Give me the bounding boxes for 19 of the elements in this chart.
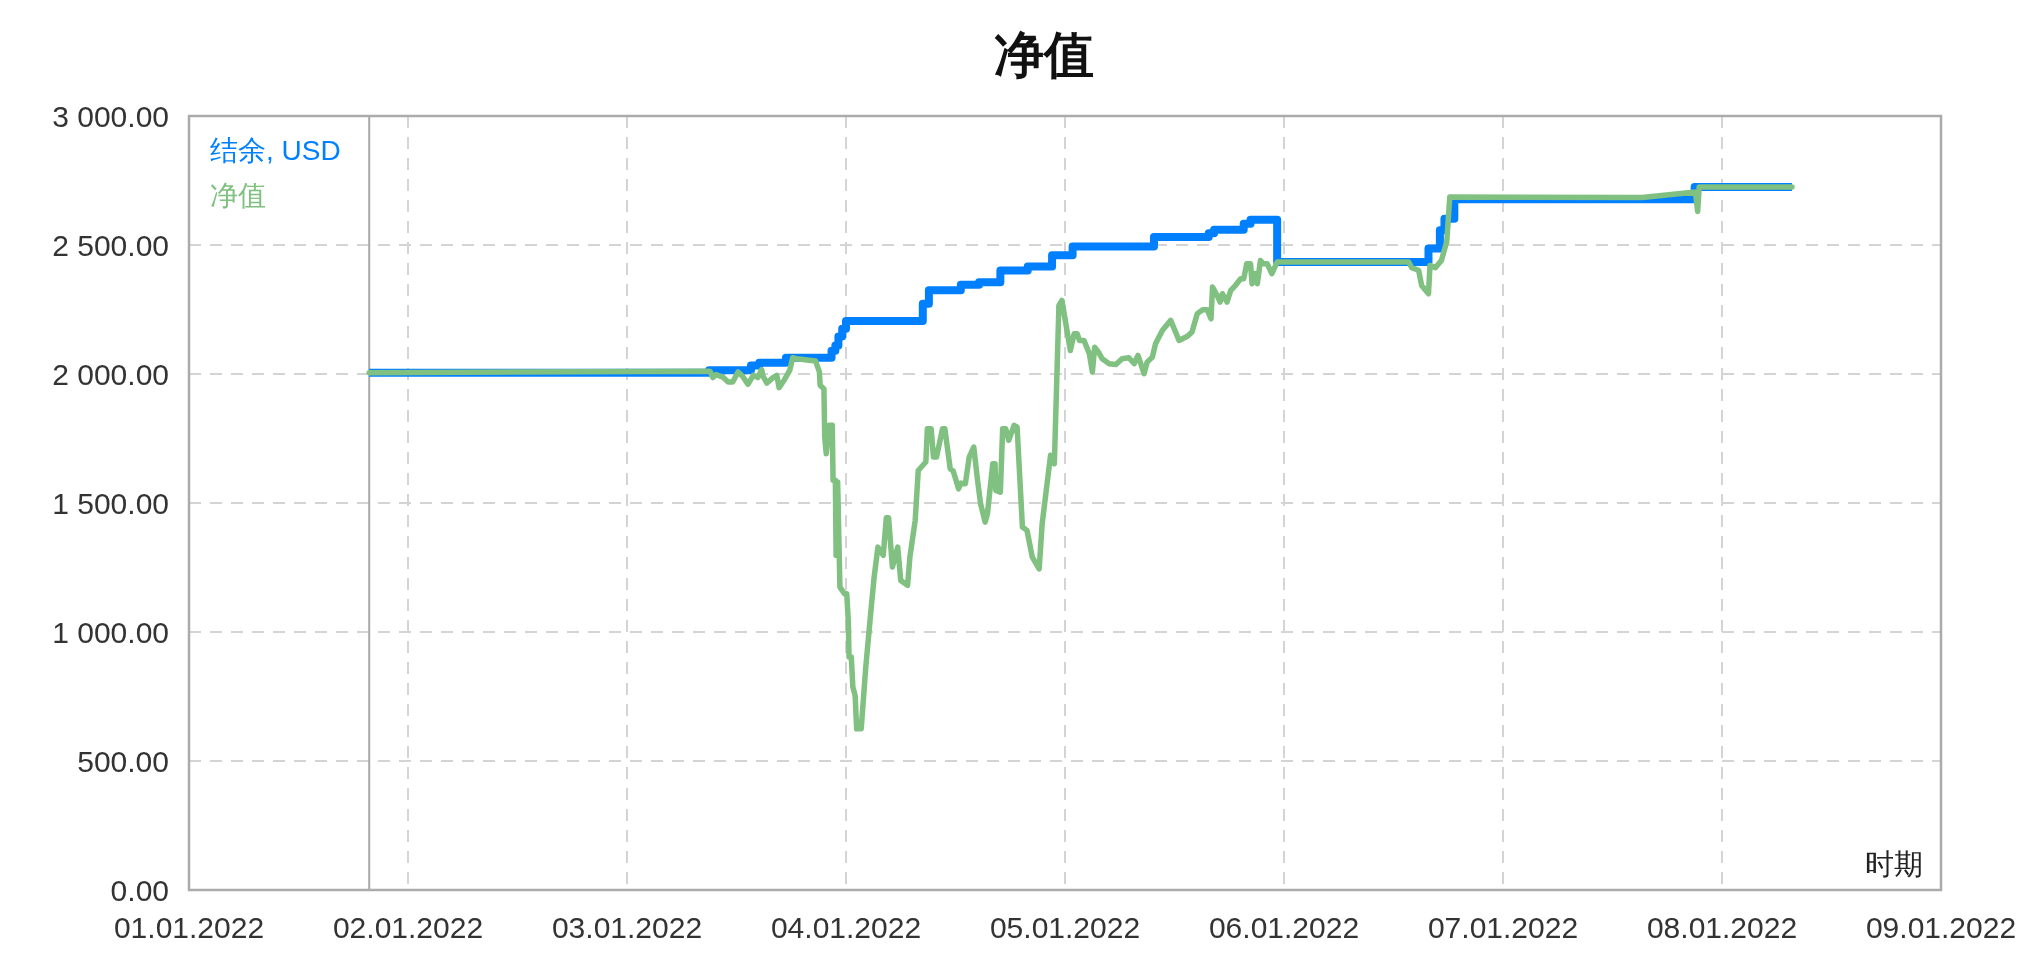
x-tick-label: 04.01.2022 (770, 911, 922, 944)
x-tick-label: 03.01.2022 (551, 911, 703, 944)
y-tick-label: 500.00 (77, 744, 169, 778)
x-tick-label: 01.01.2022 (113, 911, 265, 944)
x-tick-label: 07.01.2022 (1427, 911, 1579, 944)
x-tick-label: 05.01.2022 (989, 911, 1141, 944)
y-tick-label: 2 500.00 (52, 228, 169, 262)
x-tick-label: 09.01.2022 (1865, 911, 2017, 944)
x-tick-label: 02.01.2022 (332, 911, 484, 944)
y-tick-label: 1 500.00 (52, 486, 169, 520)
chart-title: 净值 (994, 27, 1094, 83)
y-tick-label: 0.00 (110, 873, 169, 907)
x-tick-label: 08.01.2022 (1646, 911, 1798, 944)
y-tick-label: 3 000.00 (52, 99, 169, 133)
legend: 结余, USD 净值 (210, 135, 341, 211)
y-tick-label: 1 000.00 (52, 615, 169, 649)
x-axis-title: 时期 (1865, 848, 1923, 880)
y-tick-label: 2 000.00 (52, 357, 169, 391)
x-tick-label: 06.01.2022 (1208, 911, 1360, 944)
